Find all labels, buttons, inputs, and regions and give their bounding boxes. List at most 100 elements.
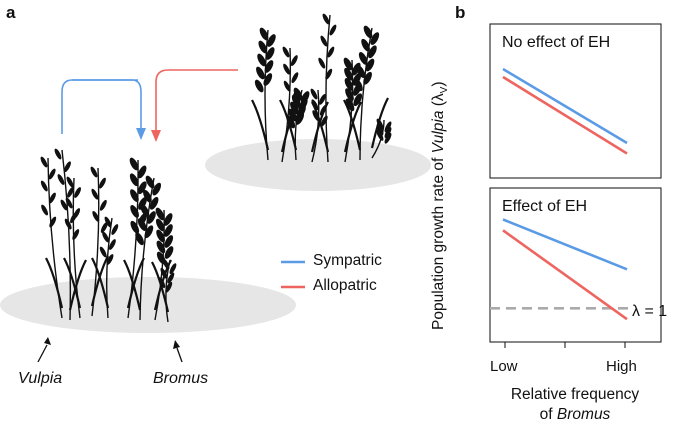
x-axis-title-line1: Relative frequency: [510, 386, 640, 403]
bromus-label: Bromus: [153, 370, 209, 387]
bottom-plot-title: Effect of EH: [502, 198, 588, 215]
grass-spikelet: [90, 166, 98, 178]
grass-spikelet: [322, 13, 330, 25]
grass-spikelet: [149, 196, 159, 210]
grass-spikelet: [344, 78, 354, 91]
grass-spikelet: [137, 218, 147, 231]
grass-spikelet: [254, 79, 264, 93]
grass-spikelet: [156, 229, 165, 243]
grass-spikelet: [163, 213, 173, 226]
grass-spikelet: [259, 27, 269, 41]
grass-leaf: [279, 99, 298, 151]
grass-spikelet: [145, 175, 155, 189]
grass-spikelet: [164, 235, 174, 248]
grass-spikelet: [100, 222, 108, 233]
grass-spikelet: [147, 211, 156, 224]
grass-spikelet: [354, 78, 363, 92]
grass-spikelet: [162, 258, 170, 270]
grass-leaf: [68, 259, 87, 311]
grass-spikelet: [155, 218, 165, 232]
grass-spikelet: [91, 188, 99, 200]
grass-spikelet: [60, 199, 68, 211]
grass-spikelet: [129, 173, 139, 187]
grass-spikelet: [320, 35, 328, 47]
grass-stem: [359, 27, 373, 161]
grass-spikelet: [267, 34, 276, 47]
grass-spikelet: [345, 88, 354, 101]
grass-leaf: [45, 257, 64, 309]
grass-spikelet: [65, 197, 73, 209]
grass-spikelet: [72, 229, 80, 240]
series-line-sympatric-bottom: [502, 218, 628, 271]
x-tick-label-low: Low: [490, 358, 518, 375]
grass-spikelet: [49, 216, 57, 228]
grass-spikelet: [370, 32, 380, 45]
grass-spikelet: [165, 281, 173, 293]
grass-spikelet: [40, 180, 48, 192]
grass-spikelet: [365, 58, 375, 72]
legend-sympatric-label: Sympatric: [313, 252, 382, 269]
grass-spikelet: [144, 225, 154, 239]
grass-spikelet: [66, 176, 74, 188]
vulpia-label: Vulpia: [18, 370, 63, 387]
grass-stem: [139, 177, 155, 321]
grass-spikelet: [143, 189, 152, 203]
grass-leaf: [251, 99, 270, 151]
grass-spikelet: [363, 71, 372, 85]
grass-spikelet: [74, 187, 81, 198]
grass-spikelet: [310, 88, 318, 100]
right-grass-group: [251, 13, 392, 163]
grass-spikelet: [356, 65, 366, 78]
bottom-plot-frame: [489, 187, 662, 343]
top-plot-frame: [489, 23, 662, 179]
grass-spikelet: [263, 73, 273, 86]
grass-spikelet: [108, 239, 116, 250]
panel-b-letter: b: [455, 3, 466, 22]
grass-spikelet: [353, 93, 363, 107]
grass-spikelet: [368, 45, 377, 59]
grass-spikelet: [152, 182, 162, 196]
grass-spikelet: [265, 47, 275, 60]
left-grass-group: [40, 148, 177, 323]
grass-spikelet: [318, 57, 326, 69]
grass-leaf: [343, 99, 362, 151]
grass-spikelet: [290, 101, 299, 115]
top-plot-title: No effect of EH: [502, 34, 611, 51]
x-tick-label-high: High: [606, 358, 637, 375]
grass-spikelet: [291, 72, 299, 84]
grass-spikelet: [67, 186, 74, 198]
grass-spikelet: [106, 254, 114, 265]
grass-spikelet: [138, 197, 147, 210]
grass-spikelet: [361, 38, 370, 52]
grass-spikelet: [54, 148, 62, 160]
series-line-allopatric-top: [502, 75, 628, 155]
grass-spikelet: [169, 263, 177, 275]
sympatric-arrow: [72, 79, 142, 128]
x-axis-title: Relative frequency of Bromus: [465, 385, 685, 425]
allopatric-arrowhead: [151, 130, 161, 142]
grass-spikelet: [283, 80, 291, 92]
grass-spikelet: [99, 246, 107, 258]
panel-a-letter: a: [6, 3, 16, 22]
right-ground-ellipse: [205, 139, 431, 191]
grass-spikelet: [384, 121, 392, 133]
grass-spikelet: [140, 204, 150, 217]
grass-spikelet: [130, 205, 139, 218]
grass-spikelet: [137, 165, 147, 179]
grass-spikelet: [376, 130, 384, 141]
grass-spikelet: [329, 24, 337, 36]
grass-spikelet: [164, 224, 173, 237]
grass-spikelet: [167, 272, 175, 284]
grass-spikelet: [384, 132, 392, 144]
grass-spikelet: [40, 156, 48, 168]
series-line-sympatric-top: [502, 67, 628, 145]
grass-spikelet: [130, 220, 140, 234]
grass-spikelet: [283, 63, 291, 75]
grass-spikelet: [49, 192, 56, 204]
grass-spikelet: [288, 108, 297, 122]
grass-spikelet: [343, 57, 353, 71]
grass-spikelet: [160, 267, 168, 279]
grass-spikelet: [319, 94, 326, 105]
grass-spikelet: [282, 46, 290, 58]
legend-allopatric-label: Allopatric: [313, 277, 377, 294]
